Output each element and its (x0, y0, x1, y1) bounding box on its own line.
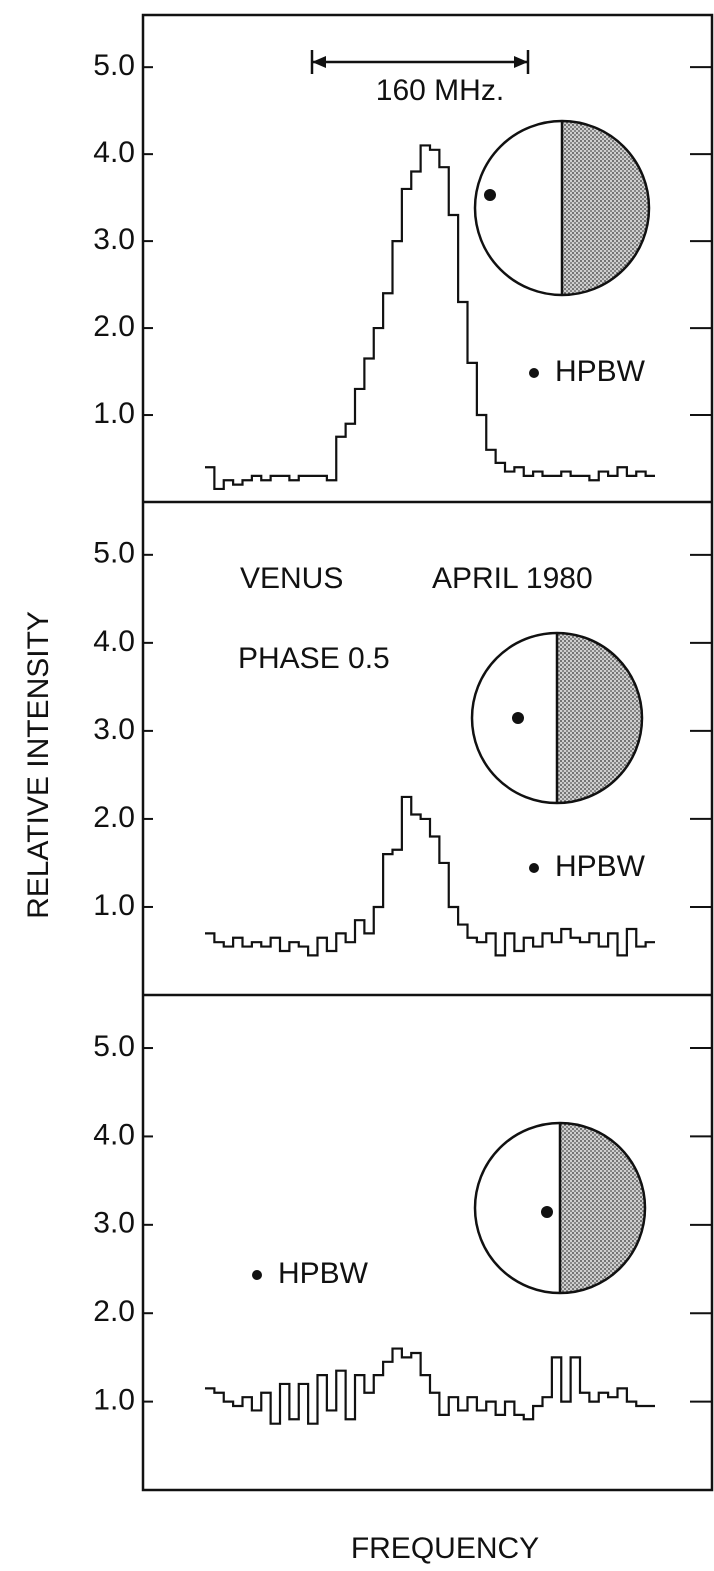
scale-arrow (312, 56, 326, 68)
disk-shadow (562, 121, 649, 295)
annotation: APRIL 1980 (432, 562, 593, 595)
y-tick-label: 2.0 (93, 801, 135, 834)
y-tick-label: 3.0 (93, 223, 135, 256)
y-tick-label: 3.0 (93, 713, 135, 746)
annotation: HPBW (278, 1257, 369, 1290)
y-tick-label: 4.0 (93, 1118, 135, 1151)
annotation: HPBW (555, 850, 646, 883)
y-axis-label: RELATIVE INTENSITY (22, 611, 55, 919)
annotation: VENUS (240, 562, 343, 595)
y-tick-label: 2.0 (93, 1295, 135, 1328)
disk-shadow (557, 633, 642, 803)
y-tick-label: 2.0 (93, 310, 135, 343)
beam-position (484, 189, 496, 201)
beam-position (541, 1206, 553, 1218)
beam-dot (529, 863, 539, 873)
disk-shadow (560, 1123, 645, 1293)
y-tick-label: 5.0 (93, 537, 135, 570)
beam-dot (252, 1270, 262, 1280)
beam-position (512, 712, 524, 724)
y-tick-label: 3.0 (93, 1207, 135, 1240)
x-axis-label: FREQUENCY (351, 1532, 539, 1565)
beam-dot (529, 368, 539, 378)
y-tick-label: 4.0 (93, 625, 135, 658)
scale-arrow (514, 56, 528, 68)
y-tick-label: 1.0 (93, 889, 135, 922)
y-tick-label: 1.0 (93, 1384, 135, 1417)
annotation: PHASE 0.5 (238, 642, 390, 675)
step-line (205, 1349, 655, 1424)
y-tick-label: 4.0 (93, 136, 135, 169)
y-tick-label: 5.0 (93, 49, 135, 82)
y-tick-label: 1.0 (93, 397, 135, 430)
y-tick-label: 5.0 (93, 1030, 135, 1063)
annotation: HPBW (555, 355, 646, 388)
chart: RELATIVE INTENSITY FREQUENCY 1.0 2.0 3.0 4.… (0, 0, 714, 1571)
annotation: 160 MHz. (376, 74, 504, 107)
